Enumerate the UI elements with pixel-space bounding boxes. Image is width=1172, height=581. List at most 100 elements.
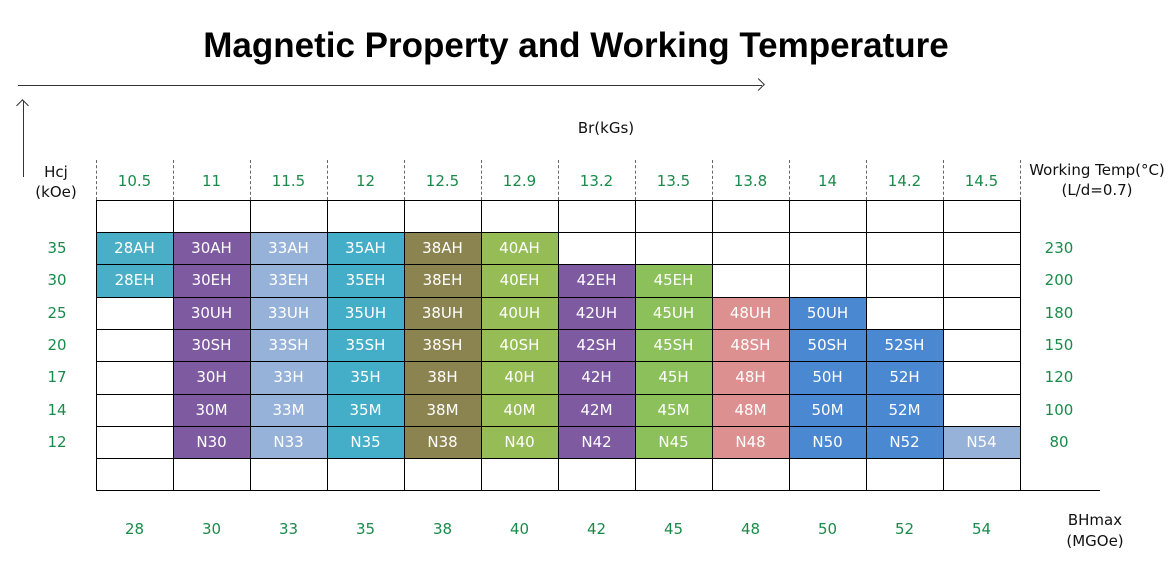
hcj-axis-label-line2: (kOe) xyxy=(35,183,77,201)
br-value: 12.9 xyxy=(502,172,537,190)
bhmax-value: 48 xyxy=(740,520,761,538)
grade-cell: 45M xyxy=(635,393,712,427)
br-value: 14 xyxy=(817,172,838,190)
grade-cell: N48 xyxy=(712,425,789,459)
grade-cell: 30EH xyxy=(173,264,250,298)
grade-cell: 50UH xyxy=(789,296,866,330)
bhmax-value: 40 xyxy=(509,520,530,538)
working-temp-value: 230 xyxy=(1044,239,1074,257)
grade-cell: N50 xyxy=(789,425,866,459)
hcj-value: 30 xyxy=(47,271,67,290)
grid-column-dash xyxy=(1020,160,1021,200)
grade-cell: 42H xyxy=(558,361,635,394)
bhmax-axis-label-line1: BHmax xyxy=(1067,511,1123,529)
hcj-value: 35 xyxy=(47,239,67,257)
grade-cell: 30AH xyxy=(173,232,250,265)
grid-column-dash xyxy=(943,160,944,200)
grid-column-dash xyxy=(327,160,328,200)
grade-cell: 42UH xyxy=(558,296,635,330)
grid-column-line xyxy=(173,200,174,491)
grade-cell: 33UH xyxy=(250,296,327,330)
bhmax-value: 52 xyxy=(894,520,915,538)
grade-cell: 35H xyxy=(327,361,404,394)
grade-cell: 38AH xyxy=(404,232,481,265)
grade-cell: N30 xyxy=(173,425,250,459)
grid-column-line xyxy=(712,200,713,491)
grade-cell: 40SH xyxy=(481,328,558,362)
grade-cell: 33EH xyxy=(250,264,327,298)
grade-cell: 33M xyxy=(250,393,327,427)
grid-column-dash xyxy=(96,160,97,200)
br-value: 13.8 xyxy=(733,172,768,190)
bhmax-value: 50 xyxy=(817,520,838,538)
br-value: 11.5 xyxy=(271,172,306,190)
working-temp-label-line1: Working Temp(°C) xyxy=(1029,161,1165,179)
grade-cell: N40 xyxy=(481,425,558,459)
grade-cell: N42 xyxy=(558,425,635,459)
grade-cell: 35M xyxy=(327,393,404,427)
br-value: 10.5 xyxy=(117,172,152,190)
grade-cell: 42EH xyxy=(558,264,635,298)
hcj-value: 25 xyxy=(47,303,67,322)
grade-cell: 35UH xyxy=(327,296,404,330)
br-axis-label: Br(kGs) xyxy=(577,119,635,137)
grid-bottom-line xyxy=(96,490,1100,491)
grid-column-dash xyxy=(712,160,713,200)
br-value: 14.2 xyxy=(887,172,922,190)
grid-column-line xyxy=(250,200,251,491)
chart-title: Magnetic Property and Working Temperatur… xyxy=(203,26,949,65)
bhmax-axis-label-line2: (MGOe) xyxy=(1066,532,1124,550)
working-temp-value: 120 xyxy=(1044,368,1074,387)
grade-cell: 50SH xyxy=(789,328,866,362)
working-temp-label: Working Temp(°C) (L/d=0.7) xyxy=(1022,160,1172,200)
grid-column-line xyxy=(96,200,97,491)
grade-cell: 33AH xyxy=(250,232,327,265)
grade-cell: 52H xyxy=(866,361,943,394)
working-temp-value: 200 xyxy=(1044,271,1074,290)
grade-cell: 48M xyxy=(712,393,789,427)
grade-cell: 40AH xyxy=(481,232,558,265)
hcj-axis-label-line1: Hcj xyxy=(44,163,68,181)
grade-cell: 40H xyxy=(481,361,558,394)
grade-cell: 52SH xyxy=(866,328,943,362)
grid-column-line xyxy=(327,200,328,491)
grid-column-dash xyxy=(789,160,790,200)
grid-column-line xyxy=(404,200,405,491)
grade-cell: 42SH xyxy=(558,328,635,362)
grid-column-line xyxy=(789,200,790,491)
grade-cell: 30H xyxy=(173,361,250,394)
grade-cell: 30UH xyxy=(173,296,250,330)
hcj-value: 17 xyxy=(47,368,67,387)
grid-column-dash xyxy=(866,160,867,200)
bhmax-value: 33 xyxy=(278,520,299,538)
bhmax-value: 42 xyxy=(586,520,607,538)
br-value: 13.5 xyxy=(656,172,691,190)
working-temp-value: 150 xyxy=(1044,335,1074,354)
grade-cell: 45EH xyxy=(635,264,712,298)
grade-cell: 48UH xyxy=(712,296,789,330)
grade-cell: 35EH xyxy=(327,264,404,298)
br-value: 11 xyxy=(201,172,222,190)
bhmax-value: 28 xyxy=(124,520,145,538)
grade-cell: 40UH xyxy=(481,296,558,330)
working-temp-label-line2: (L/d=0.7) xyxy=(1061,181,1133,199)
grid-column-dash xyxy=(404,160,405,200)
grade-cell: 38EH xyxy=(404,264,481,298)
grid-column-line xyxy=(481,200,482,491)
grid-column-dash xyxy=(481,160,482,200)
grade-cell: 45SH xyxy=(635,328,712,362)
grade-cell: 33H xyxy=(250,361,327,394)
grade-cell: N35 xyxy=(327,425,404,459)
grade-cell: 28AH xyxy=(96,232,173,265)
grid-column-dash xyxy=(173,160,174,200)
grade-cell: 48H xyxy=(712,361,789,394)
grid-column-line xyxy=(943,200,944,491)
grid-column-dash xyxy=(558,160,559,200)
grade-cell: N54 xyxy=(943,425,1020,459)
grid-column-line xyxy=(1020,200,1021,491)
br-value: 12.5 xyxy=(425,172,460,190)
bhmax-value: 35 xyxy=(355,520,376,538)
bhmax-value: 54 xyxy=(971,520,992,538)
hcj-axis-arrow xyxy=(23,101,24,177)
bhmax-axis-label: BHmax (MGOe) xyxy=(1050,510,1140,552)
